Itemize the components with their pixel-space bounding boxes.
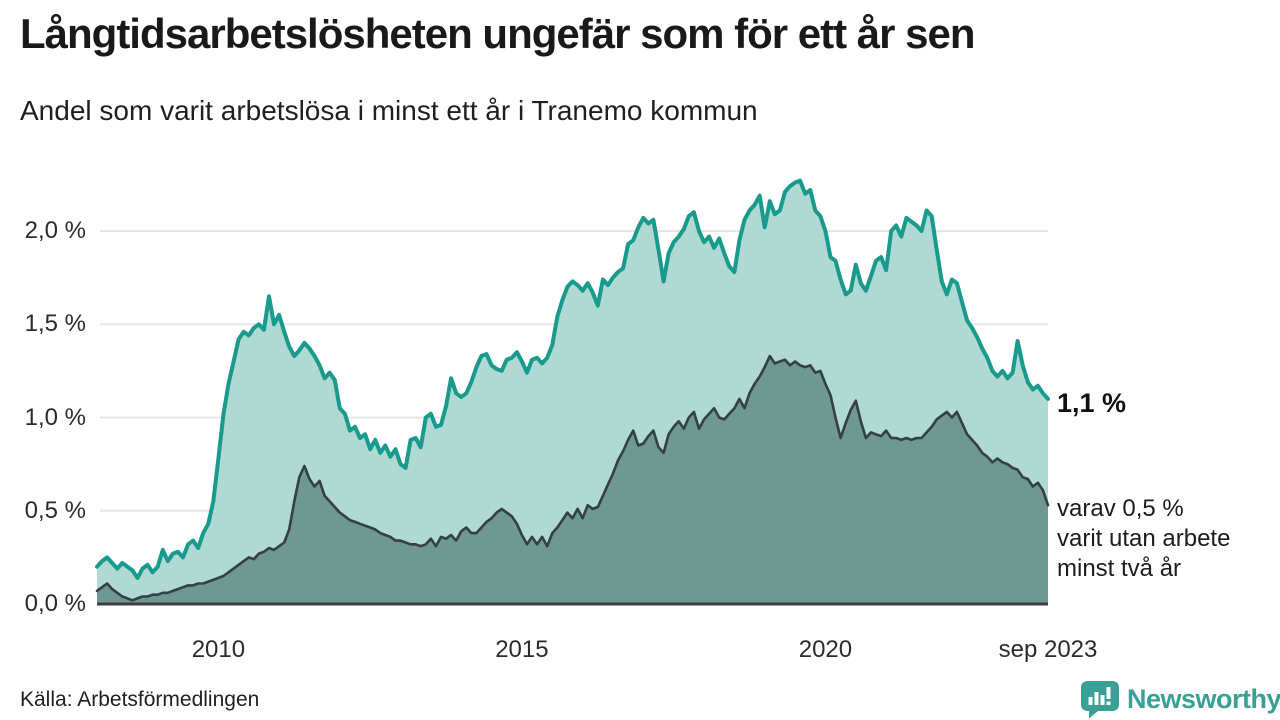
y-tick-label: 0,0 % <box>24 590 86 617</box>
newsworthy-logo-text: Newsworthy <box>1127 683 1280 714</box>
y-tick-label: 2,0 % <box>24 217 86 244</box>
x-tick-label: 2015 <box>495 636 549 663</box>
x-tick-label: 2010 <box>191 636 246 663</box>
series2-end-annotation: varav 0,5 % varit utan arbete minst två … <box>1057 495 1231 582</box>
y-tick-label: 1,5 % <box>24 310 86 338</box>
y-tick-label: 0,5 % <box>24 496 86 524</box>
source-note: Källa: Arbetsförmedlingen <box>20 688 260 711</box>
y-tick-label: 1,0 % <box>24 403 86 431</box>
newsworthy-logo: Newsworthy <box>1080 679 1280 719</box>
series1-end-annotation: 1,1 % <box>1057 388 1127 418</box>
chart-subtitle: Andel som varit arbetslösa i minst ett å… <box>20 95 758 126</box>
chart-title: Långtidsarbetslösheten ungefär som för e… <box>20 10 976 57</box>
area-fill-series2 <box>97 356 1048 604</box>
line-series1 <box>95 178 1050 580</box>
line-series2 <box>95 354 1050 602</box>
x-tick-label: 2020 <box>798 636 853 663</box>
newsworthy-logo-icon <box>1081 681 1119 719</box>
x-tick-label: sep 2023 <box>998 636 1098 663</box>
